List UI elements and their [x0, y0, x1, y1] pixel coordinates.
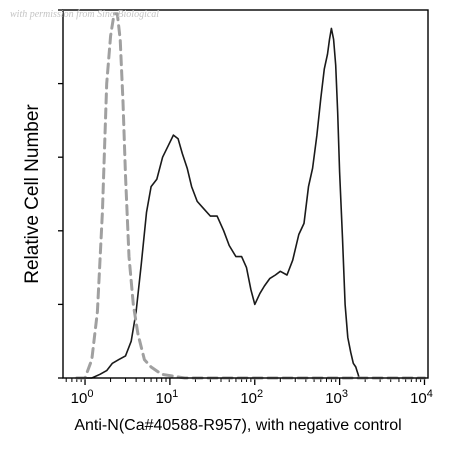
x-tick-label: 101 [155, 388, 178, 407]
x-tick-label: 104 [410, 388, 433, 407]
x-tick-label: 103 [325, 388, 348, 407]
x-tick-labels: 100 101 102 103 104 [71, 388, 433, 407]
tick-layer [58, 9, 426, 385]
y-axis-label: Relative Cell Number [22, 104, 43, 284]
antibody-histogram-line [76, 27, 362, 379]
x-tick-label: 100 [71, 388, 94, 407]
x-tick-label: 102 [240, 388, 263, 407]
series-layer [75, 12, 426, 380]
plot-frame [62, 9, 429, 379]
x-axis-label: Anti-N(Ca#40588-R957), with negative con… [74, 417, 401, 434]
negative-control-line [75, 12, 426, 380]
watermark-text: with permission from Sino Biological [10, 9, 160, 20]
